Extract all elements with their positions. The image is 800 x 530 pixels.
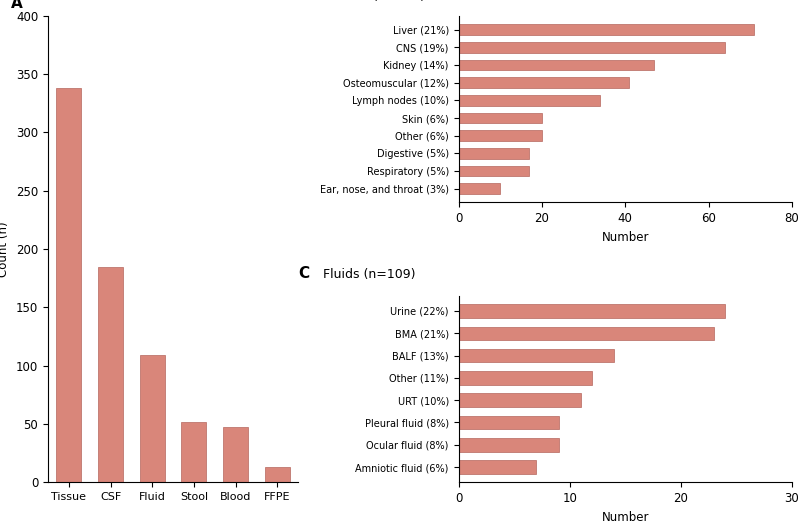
Bar — [56, 88, 82, 482]
Bar — [458, 24, 754, 35]
Bar — [140, 355, 165, 482]
Text: Tissues (n=338): Tissues (n=338) — [315, 0, 425, 3]
Bar — [458, 183, 500, 194]
Bar — [458, 42, 726, 52]
Bar — [458, 461, 536, 474]
Bar — [458, 304, 726, 317]
Bar — [458, 416, 558, 429]
Text: Fluids (n=109): Fluids (n=109) — [315, 268, 416, 281]
Bar — [458, 148, 530, 158]
Bar — [458, 60, 654, 70]
Bar — [458, 95, 600, 105]
Text: C: C — [298, 266, 310, 281]
Y-axis label: Count (n): Count (n) — [0, 222, 10, 277]
Bar — [265, 467, 290, 482]
Bar — [458, 166, 530, 176]
Bar — [458, 77, 630, 88]
Bar — [458, 349, 614, 362]
Bar — [458, 438, 558, 452]
Bar — [182, 422, 206, 482]
Bar — [458, 130, 542, 141]
Bar — [223, 428, 248, 482]
Bar — [458, 113, 542, 123]
Bar — [458, 393, 581, 407]
X-axis label: Number: Number — [602, 510, 649, 524]
X-axis label: Number: Number — [602, 231, 649, 244]
Bar — [458, 326, 714, 340]
Bar — [98, 267, 123, 482]
Text: A: A — [10, 0, 22, 11]
Bar — [458, 371, 592, 385]
Text: B: B — [298, 0, 310, 3]
